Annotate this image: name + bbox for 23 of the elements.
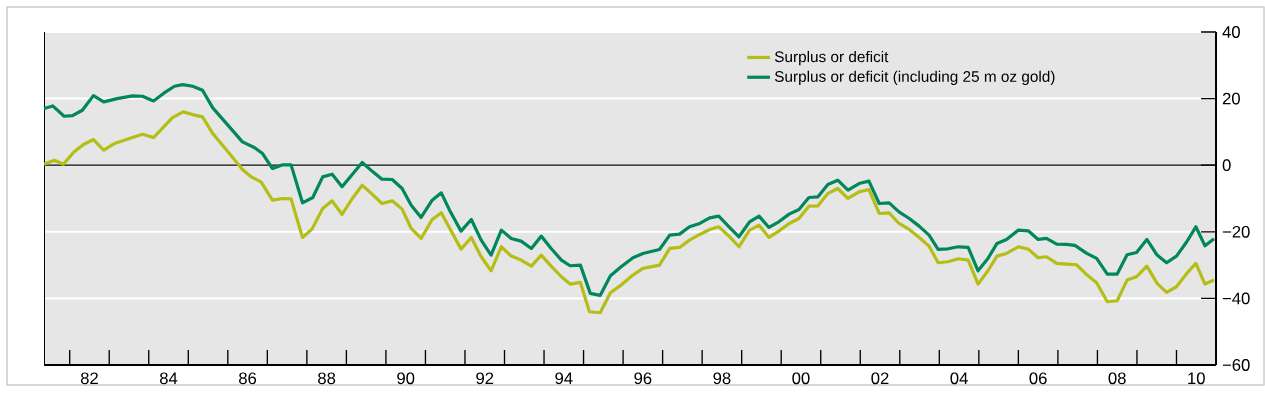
x-tick-label: 82: [80, 372, 98, 385]
x-tick-label: 08: [1108, 372, 1126, 385]
y-tick-label: 40: [1222, 26, 1240, 38]
legend-label: Surplus or deficit (including 25 m oz gold): [774, 70, 1055, 85]
x-tick-label: 84: [159, 372, 178, 385]
x-tick-label: 04: [950, 372, 968, 385]
x-tick-label: 10: [1188, 372, 1205, 385]
x-tick-label: 92: [476, 372, 494, 385]
x-tick-label: 86: [239, 372, 257, 385]
x-tick-label: 88: [318, 372, 336, 385]
x-tick-label: 90: [397, 372, 415, 385]
y-tick-label: −60: [1222, 359, 1250, 371]
y-tick-label: 0: [1222, 159, 1231, 172]
x-tick-label: 06: [1029, 372, 1047, 385]
y-tick-label: −20: [1222, 225, 1250, 238]
y-tick-label: −40: [1222, 292, 1250, 305]
x-tick-label: 94: [555, 372, 573, 385]
x-tick-label: 00: [792, 372, 810, 385]
x-tick-label: 02: [871, 372, 889, 385]
y-tick-label: 20: [1222, 92, 1240, 105]
x-tick-label: 98: [713, 372, 731, 385]
legend-label: Surplus or deficit: [774, 50, 889, 66]
x-tick-label: 96: [634, 372, 652, 385]
